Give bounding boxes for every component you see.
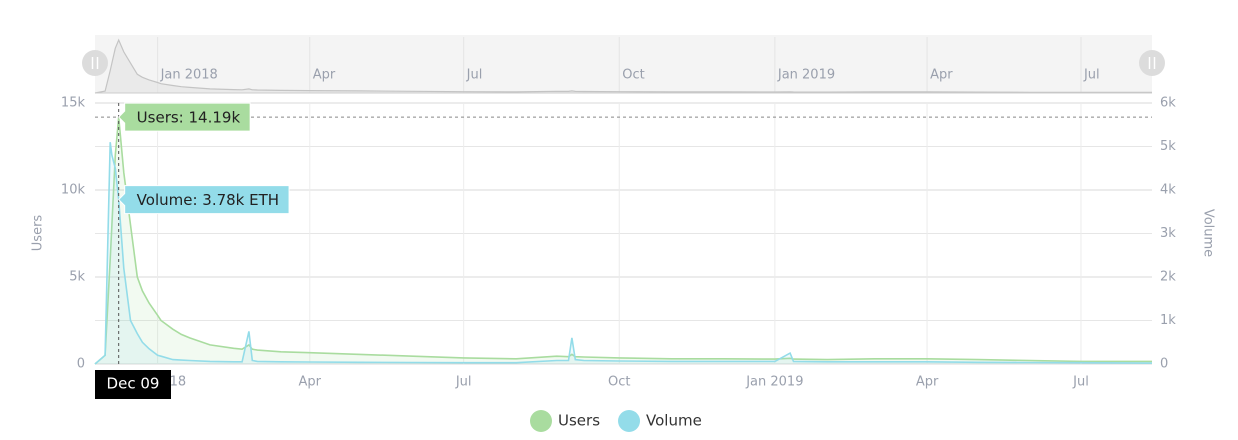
y-axis-title: Users (31, 215, 46, 252)
x-tick-label: Oct (608, 375, 630, 390)
y2-tick-label: 0 (1160, 357, 1168, 372)
tooltip-box (117, 102, 251, 132)
navigator-line (94, 38, 1152, 94)
tooltip: Volume: 3.78k ETH (117, 185, 290, 215)
y2-tick-label: 1k (1160, 313, 1176, 328)
y2-tick-label: 4k (1160, 183, 1176, 198)
tooltip-box (117, 185, 290, 215)
series-area (95, 117, 1152, 364)
tooltip: Users: 14.19k (117, 102, 251, 132)
legend-marker[interactable] (618, 410, 641, 432)
y2-axis-title: Volume (1201, 209, 1216, 257)
x-tick-label: Apr (916, 375, 939, 390)
navigator-tick-label: Jan 2019 (777, 68, 835, 83)
navigator-tick-label: Apr (313, 68, 336, 83)
tooltip-date: Dec 09 (107, 375, 160, 393)
y-tick-label: 10k (61, 183, 86, 198)
y2-tick-label: 6k (1160, 96, 1176, 111)
legend-label[interactable]: Volume (646, 412, 702, 430)
x-tick-label: Jan 2019 (745, 375, 803, 390)
navigator-background (95, 35, 1152, 93)
y-tick-label: 0 (77, 357, 85, 372)
series-area (95, 142, 1152, 364)
tooltip-text: Users: 14.19k (137, 109, 241, 127)
legend-label[interactable]: Users (558, 412, 600, 430)
x-tick-label: Jul (1072, 375, 1089, 390)
navigator-handle (1139, 50, 1165, 76)
navigator-tick-label: Apr (930, 68, 953, 83)
navigator-tick-label: Jul (1083, 68, 1100, 83)
y2-tick-label: 3k (1160, 226, 1176, 241)
tooltip-text: Volume: 3.78k ETH (137, 191, 279, 209)
y2-tick-label: 2k (1160, 270, 1176, 285)
y-tick-label: 15k (61, 96, 86, 111)
x-tick-label: Jul (455, 375, 472, 390)
tooltip-date-box (95, 370, 171, 399)
legend-marker[interactable] (530, 410, 552, 432)
navigator-handle (82, 50, 108, 76)
y-tick-label: 5k (69, 270, 85, 285)
x-tick-label: Apr (299, 375, 322, 390)
navigator-tick-label: Jul (466, 68, 483, 83)
series-line (94, 142, 1153, 365)
navigator-tick-label: Oct (622, 68, 644, 83)
navigator-tick-label: Jan 2018 (160, 68, 218, 83)
y2-tick-label: 5k (1160, 139, 1176, 154)
series-line (94, 117, 1152, 365)
